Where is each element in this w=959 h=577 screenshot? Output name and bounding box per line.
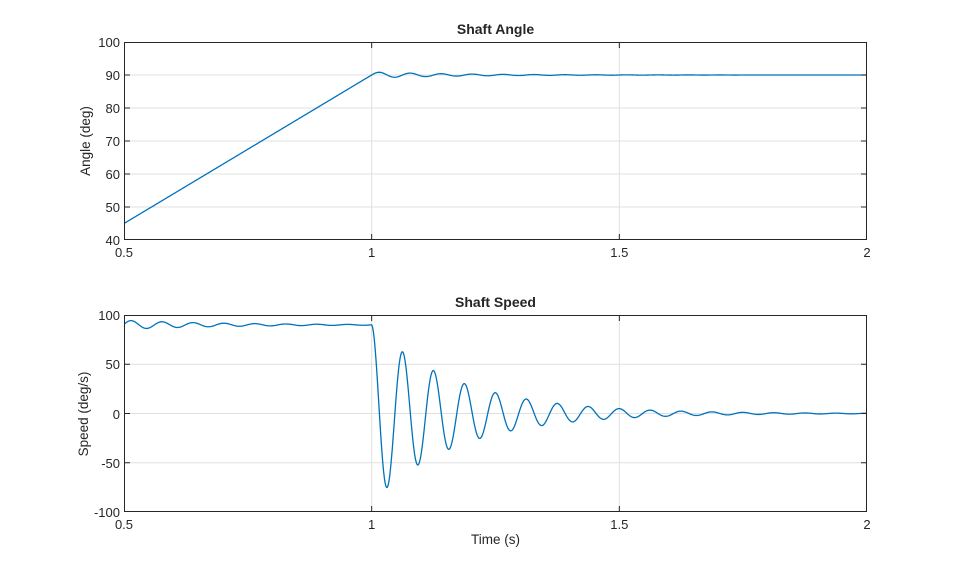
axes-box (124, 42, 867, 240)
x-tick-label: 0.5 (114, 245, 134, 260)
shaft-angle-title: Shaft Angle (456, 21, 535, 37)
x-tick-label: 2 (863, 517, 871, 532)
y-tick-label: 80 (105, 101, 120, 116)
y-tick-label: 100 (98, 35, 120, 50)
y-tick-label: 0 (112, 406, 120, 422)
time-axis-label: Time (s) (471, 532, 520, 547)
shaft-speed-plot-area (124, 315, 867, 512)
shaft-angle-line (124, 71, 867, 225)
y-tick-label: -100 (93, 505, 120, 520)
x-tick-label: 2 (863, 245, 871, 260)
y-tick-label: 70 (105, 134, 120, 149)
x-tick-label: 1 (368, 517, 376, 532)
y-tick-label: 60 (105, 167, 120, 182)
y-tick-label: 100 (98, 308, 120, 323)
shaft-speed-line (124, 319, 867, 489)
x-tick-label: 1.5 (610, 517, 629, 532)
y-tick-label: 50 (105, 200, 120, 215)
x-tick-label: 1.5 (610, 245, 629, 260)
y-tick-label: 40 (105, 233, 120, 248)
axes-box (124, 315, 867, 512)
shaft-speed-title: Shaft Speed (455, 294, 536, 310)
x-tick-label: 1 (368, 245, 376, 260)
shaft-angle-plot-area (124, 42, 867, 240)
y-tick-label: -50 (101, 455, 120, 471)
y-tick-label: 90 (105, 68, 120, 83)
x-tick-label: 0.5 (114, 517, 134, 532)
y-tick-label: 50 (105, 357, 120, 373)
